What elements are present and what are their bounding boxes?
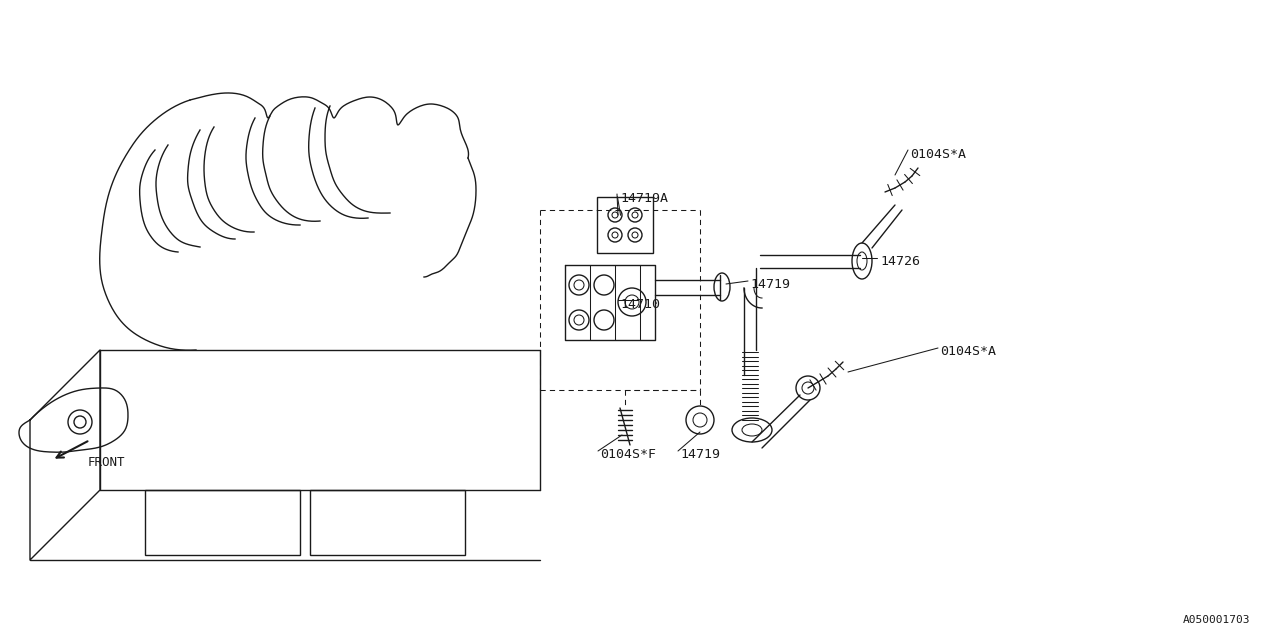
Bar bbox=[596, 197, 653, 253]
Text: 0104S*F: 0104S*F bbox=[600, 448, 657, 461]
Text: 0104S*A: 0104S*A bbox=[940, 345, 996, 358]
Text: A050001703: A050001703 bbox=[1183, 615, 1251, 625]
Text: 14719: 14719 bbox=[750, 278, 790, 291]
Text: 14710: 14710 bbox=[620, 298, 660, 311]
Text: 14719A: 14719A bbox=[620, 192, 668, 205]
Bar bbox=[310, 490, 465, 555]
Bar bbox=[145, 490, 300, 555]
Text: 14719: 14719 bbox=[680, 448, 719, 461]
Text: FRONT: FRONT bbox=[88, 456, 125, 468]
Text: 0104S*A: 0104S*A bbox=[910, 148, 966, 161]
Text: 14726: 14726 bbox=[881, 255, 920, 268]
